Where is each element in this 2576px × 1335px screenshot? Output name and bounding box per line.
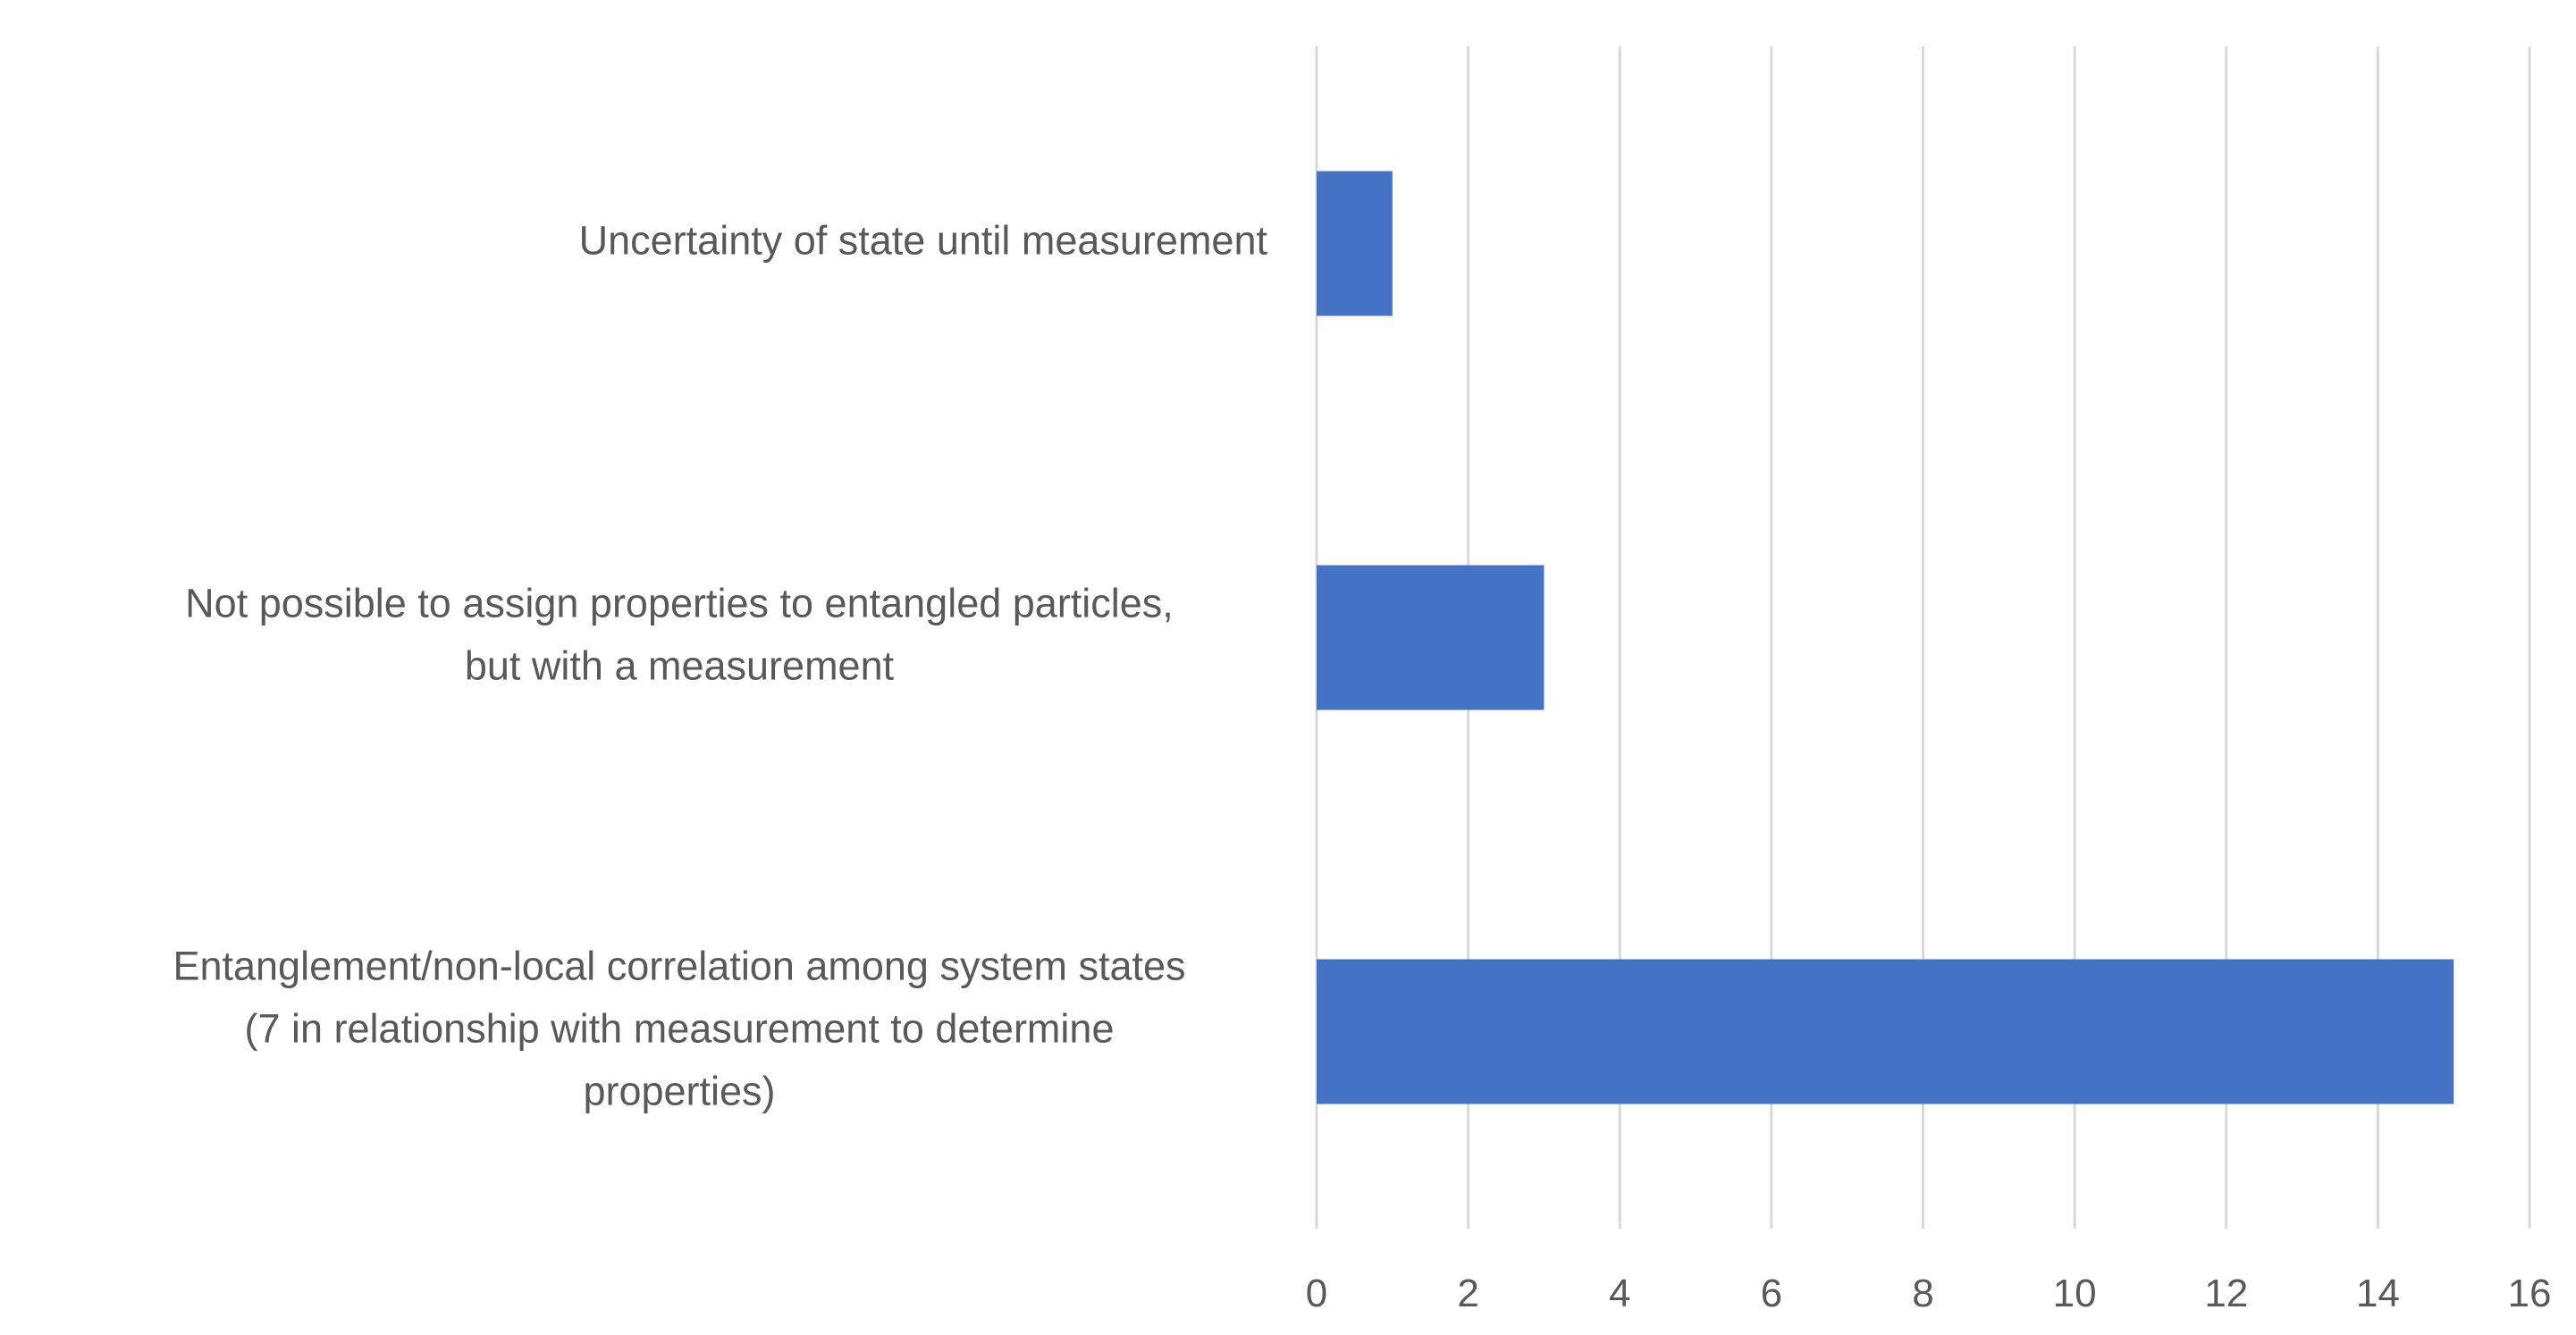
x-tick-label: 10 <box>2053 1272 2097 1315</box>
x-axis-ticks: 0 2 4 6 8 10 12 14 16 <box>1306 1272 2552 1315</box>
x-tick-label: 14 <box>2356 1272 2400 1315</box>
category-label: Uncertainty of state until measurement <box>579 217 1268 263</box>
category-labels: Uncertainty of state until measurement No… <box>173 217 1267 1113</box>
x-tick-label: 16 <box>2508 1272 2552 1315</box>
category-label: Entanglement/non-local correlation among… <box>173 943 1185 988</box>
category-label: but with a measurement <box>465 642 895 688</box>
x-tick-label: 2 <box>1457 1272 1478 1315</box>
bar <box>1317 565 1545 710</box>
x-tick-label: 6 <box>1761 1272 1782 1315</box>
category-label: Not possible to assign properties to ent… <box>185 580 1174 626</box>
x-tick-label: 0 <box>1306 1272 1327 1315</box>
bars <box>1317 171 2454 1104</box>
bar <box>1317 959 2454 1104</box>
bar <box>1317 171 1393 316</box>
category-label: properties) <box>583 1068 775 1113</box>
category-label: (7 in relationship with measurement to d… <box>245 1005 1115 1051</box>
x-tick-label: 8 <box>1912 1272 1933 1315</box>
x-tick-label: 4 <box>1609 1272 1630 1315</box>
x-tick-label: 12 <box>2204 1272 2248 1315</box>
gridlines <box>1315 46 2531 1229</box>
